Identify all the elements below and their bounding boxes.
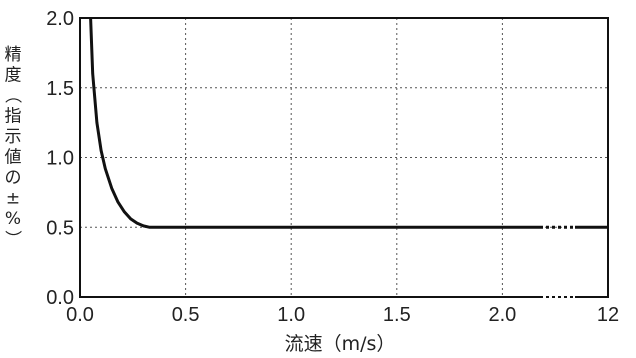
x-tick-label: 12 xyxy=(597,304,619,326)
x-tick-labels: 0.0 0.5 1.0 1.5 2.0 12 xyxy=(66,304,619,326)
x-tick-label: 1.5 xyxy=(383,304,411,326)
y-axis-label-char: 値 xyxy=(5,148,22,168)
y-axis-label-char: % xyxy=(5,209,21,229)
y-tick-label: 1.0 xyxy=(46,148,74,170)
y-tick-labels: 0.0 0.5 1.0 1.5 2.0 xyxy=(46,8,74,309)
x-tick-label: 0.0 xyxy=(66,304,94,326)
plot-frame xyxy=(79,17,609,298)
y-axis-label-char: の xyxy=(5,168,22,188)
x-tick-label: 2.0 xyxy=(488,304,516,326)
x-tick-label: 0.5 xyxy=(172,304,200,326)
y-tick-label: 1.5 xyxy=(46,78,74,100)
y-tick-label: 0.0 xyxy=(46,287,74,309)
y-axis-label-char: 指 xyxy=(5,107,22,127)
y-axis-label-char: ± xyxy=(6,189,20,209)
y-axis-label-char: （ xyxy=(2,87,22,104)
y-tick-label: 0.5 xyxy=(46,217,74,239)
series-layer xyxy=(89,17,608,299)
series-line xyxy=(89,17,540,229)
y-axis-label-char: 示 xyxy=(5,127,22,147)
y-axis-label-char: ） xyxy=(2,230,22,247)
x-tick-label: 1.0 xyxy=(277,304,305,326)
y-axis-label-char: 精 xyxy=(5,45,22,65)
grid-lines xyxy=(80,18,608,297)
x-axis-label: 流速（m/s） xyxy=(285,333,396,355)
y-tick-label: 2.0 xyxy=(46,8,74,30)
y-axis-label-char: 度 xyxy=(5,66,22,86)
